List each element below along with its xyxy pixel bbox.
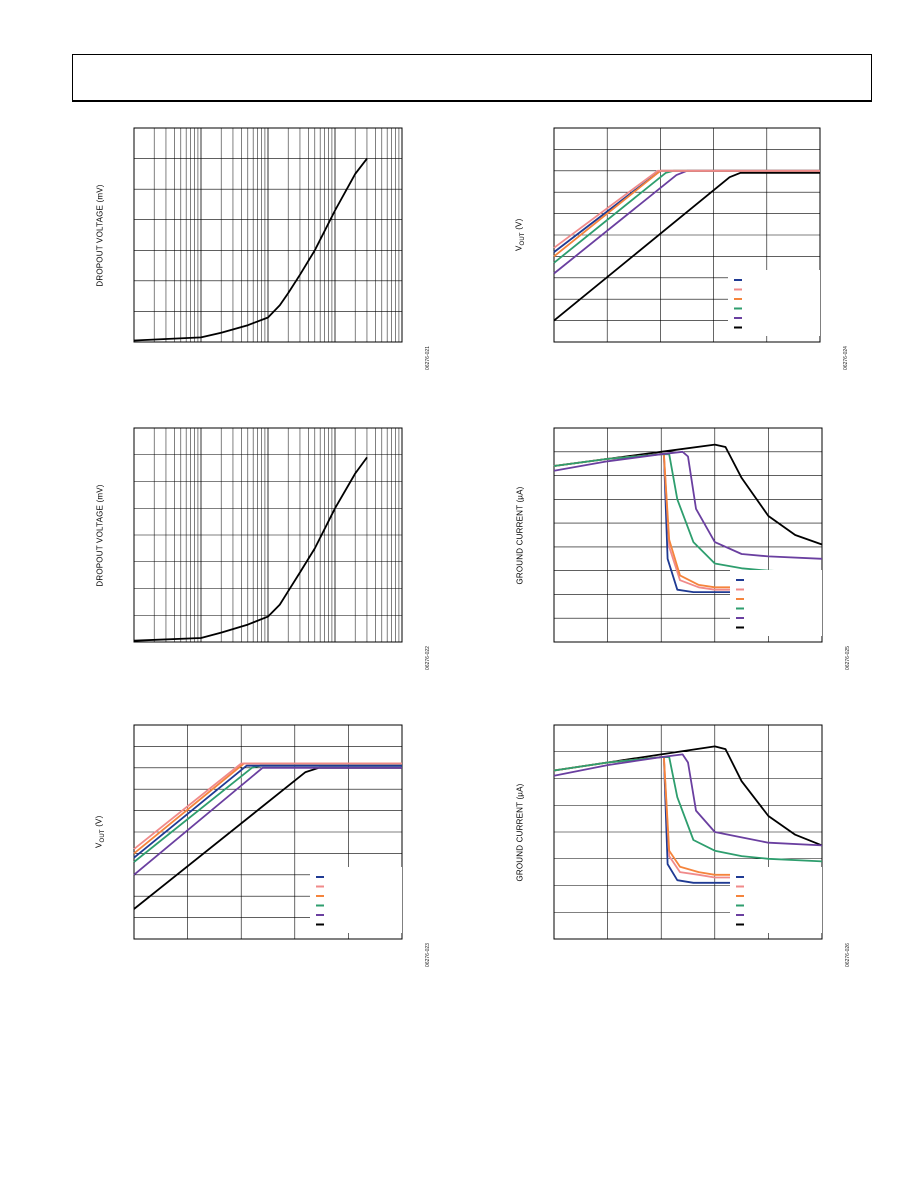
legend-box [730,570,822,636]
series-line-green [553,756,823,863]
y-axis-label-text: V [513,245,523,252]
chart-panel-c2: VOUT (V) 06276-024 [500,120,860,380]
y-axis-label-subscript: OUT [99,829,106,843]
series-line-pink [553,453,822,591]
y-axis-label: VOUT (V) [94,816,106,849]
series-line-black [553,172,820,322]
series-line-orange [133,762,402,855]
y-axis-label: DROPOUT VOLTAGE (mV) [96,184,105,286]
series-line-black [133,158,368,342]
series-line-green [553,453,823,574]
legend-box [730,867,822,933]
figure-id: 06276-024 [842,346,849,370]
plot-frame [133,127,403,343]
series-line-pink [133,762,402,850]
y-axis-label: VOUT (V) [514,219,526,252]
figure-id: 06276-021 [424,346,431,370]
chart-svg [133,724,403,940]
series-line-black [133,456,368,642]
chart-svg [133,127,403,343]
chart-panel-c4: GROUND CURRENT (µA) 06276-025 [500,420,860,680]
y-axis-label-subscript: OUT [519,232,526,246]
y-axis-label: GROUND CURRENT (µA) [516,486,525,584]
legend [728,270,820,336]
series-line-orange [553,453,822,589]
y-axis-label-text: V [93,842,103,849]
legend [730,570,822,636]
chart-svg [133,427,403,643]
chart-panel-c1: DROPOUT VOLTAGE (mV) 06276-021 [80,120,440,380]
y-axis-label-text: DROPOUT VOLTAGE (mV) [95,183,105,287]
legend-box [310,867,402,933]
y-axis-label-text: DROPOUT VOLTAGE (mV) [95,483,105,587]
y-axis-label-text: GROUND CURRENT (µA) [515,782,525,882]
series-line-orange [553,756,822,876]
legend [730,867,822,933]
plot-frame [553,724,823,940]
y-axis-label-unit: (V) [93,815,103,830]
series-line-navy [133,764,402,859]
chart-svg [553,724,823,940]
plot-frame [133,427,403,643]
plot-frame [553,127,821,343]
legend-box [728,270,820,336]
figure-id: 06276-023 [424,943,431,967]
figure-id: 06276-026 [844,943,851,967]
page-header-box [72,54,872,102]
series-line-pink [553,169,820,249]
legend [310,867,402,933]
plot-frame [553,427,823,643]
series-line-green [133,764,402,863]
series-line-purple [553,450,823,560]
series-line-purple [553,753,823,847]
chart-panel-c5: VOUT (V) 06276-023 [80,715,440,975]
chart-panel-c3: DROPOUT VOLTAGE (mV) 06276-022 [80,420,440,680]
chart-svg [553,427,823,643]
figure-id: 06276-022 [424,646,431,670]
plot-frame [133,724,403,940]
figure-id: 06276-025 [844,646,851,670]
chart-svg [553,127,821,343]
chart-panel-c6: GROUND CURRENT (µA) 06276-026 [500,715,860,975]
y-axis-label: DROPOUT VOLTAGE (mV) [96,484,105,586]
y-axis-label: GROUND CURRENT (µA) [516,783,525,881]
gridlines [134,428,402,642]
gridlines [134,128,402,342]
series-line-navy [553,756,822,884]
series-line-green [553,169,820,264]
y-axis-label-text: GROUND CURRENT (µA) [515,485,525,585]
y-axis-label-unit: (V) [513,218,523,233]
series-line-purple [133,766,402,876]
